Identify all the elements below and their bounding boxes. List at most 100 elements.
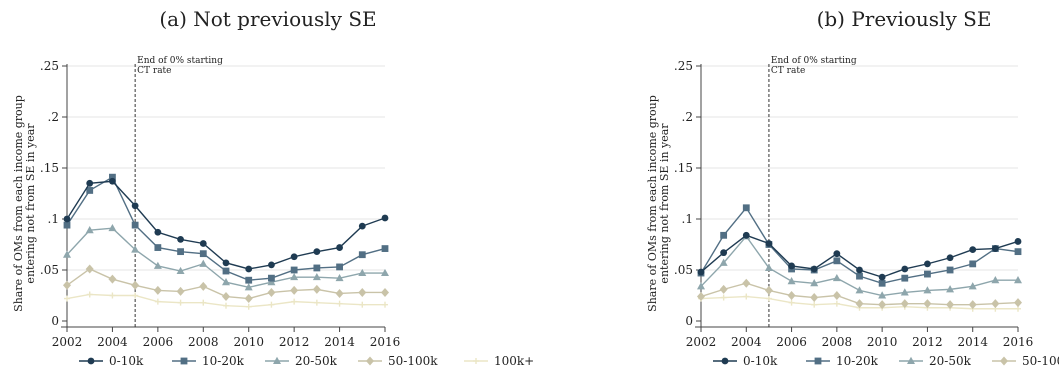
data-point (336, 244, 343, 251)
data-point (856, 266, 863, 274)
data-point (878, 279, 886, 287)
data-point (176, 266, 185, 275)
x-tick-label: 2004 (731, 335, 762, 349)
x-tick-label: 2012 (279, 335, 310, 349)
legend-item-0-10k: 0-10k (79, 354, 144, 368)
data-point (86, 291, 93, 298)
data-point (878, 273, 886, 281)
data-point (358, 222, 366, 230)
panel-a: (a) Not previously SE 0 .05 .1 .15 .2 .25 2002 2… (12, 7, 534, 368)
data-point (878, 291, 887, 299)
data-point (109, 292, 116, 299)
legend-label: 50-100k (1022, 354, 1059, 368)
series-100k+ (64, 291, 388, 310)
data-point (923, 286, 932, 294)
data-point (764, 285, 773, 295)
data-point (154, 298, 161, 305)
data-point (697, 292, 705, 302)
legend: 0-10k 10-20k 20-50k 50-100k 100k+ (79, 354, 534, 368)
data-point (131, 280, 140, 290)
data-point (788, 262, 795, 270)
x-tick-label: 2008 (822, 335, 853, 349)
data-point (764, 263, 773, 271)
series-10-20k (697, 204, 1022, 287)
data-point (200, 299, 207, 306)
data-point (177, 299, 184, 306)
data-point (787, 291, 796, 300)
data-point (290, 266, 298, 274)
data-point (697, 282, 705, 290)
data-point (1014, 276, 1022, 284)
data-point (991, 299, 1000, 309)
data-point (291, 298, 298, 305)
data-point (991, 276, 1000, 284)
data-point (268, 301, 275, 308)
data-point (382, 301, 388, 308)
data-point (109, 177, 116, 185)
data-point (855, 299, 864, 309)
data-point (131, 245, 140, 253)
y-tick-label: .1 (682, 212, 693, 226)
data-point (358, 268, 367, 277)
data-point (720, 231, 728, 239)
data-point (969, 260, 977, 268)
data-point (924, 260, 931, 268)
legend-label: 100k+ (494, 354, 534, 368)
data-point (222, 278, 230, 286)
y-axis-label-line: Share of OMs from each income group (646, 95, 659, 312)
series-10-20k (63, 173, 389, 284)
x-tick-label: 2010 (867, 335, 898, 349)
data-point (720, 249, 728, 257)
legend-marker (473, 358, 479, 364)
legend-label: 10-20k (202, 354, 245, 368)
legend-marker (1000, 356, 1008, 366)
legend-label: 10-20k (836, 354, 879, 368)
data-point (742, 231, 750, 239)
data-point (381, 268, 389, 277)
data-point (811, 301, 818, 308)
panel-b: (b) Previously SE 0 .05 .1 .15 .2 .25 2002 2004 2… (646, 7, 1059, 368)
data-point (313, 264, 321, 272)
data-point (832, 273, 841, 282)
data-point (290, 272, 299, 281)
data-point (85, 226, 94, 234)
data-point (833, 250, 841, 258)
data-point (131, 202, 139, 210)
data-point (946, 266, 954, 274)
series-line (66, 180, 386, 270)
legend-item-20-50k: 20-50k (899, 354, 972, 368)
y-tick-label: 0 (51, 314, 59, 328)
legend-item-10-20k: 10-20k (806, 354, 879, 368)
data-point (245, 276, 253, 284)
data-point (765, 295, 772, 302)
annotation-text: CT rate (137, 66, 171, 76)
data-point (154, 228, 162, 236)
y-tick-label: .05 (674, 263, 693, 277)
legend-item-50-100k: 50-100k (358, 354, 438, 368)
series-0-10k (697, 231, 1022, 281)
data-point (900, 299, 909, 309)
panel-title: (a) Not previously SE (159, 7, 376, 31)
x-tick-label: 2006 (143, 335, 174, 349)
legend-label: 0-10k (743, 354, 778, 368)
data-point (108, 274, 117, 284)
legend-label: 20-50k (295, 354, 338, 368)
data-point (358, 287, 367, 297)
data-point (765, 240, 773, 247)
data-point (313, 248, 321, 256)
legend-item-100k+: 100k+ (464, 354, 534, 368)
x-tick-label: 2008 (188, 335, 219, 349)
data-point (855, 286, 864, 294)
data-point (244, 294, 253, 304)
data-point (901, 274, 909, 282)
data-point (176, 286, 185, 296)
data-point (359, 301, 366, 308)
data-point (832, 291, 841, 300)
data-point (743, 293, 750, 300)
data-point (833, 257, 841, 265)
y-tick-label: .1 (48, 212, 59, 226)
data-point (222, 267, 230, 275)
